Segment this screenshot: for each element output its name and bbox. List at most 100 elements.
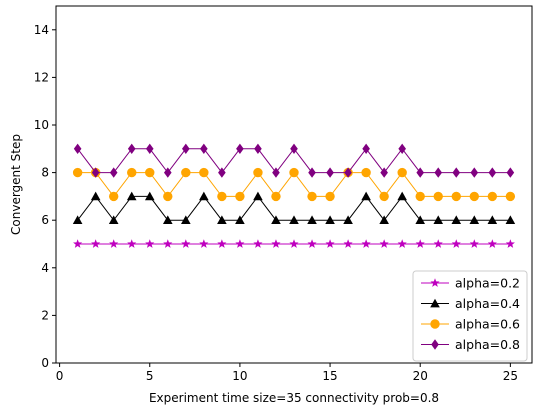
data-point xyxy=(72,215,83,225)
legend: alpha=0.2 alpha=0.4 alpha=0.6 alpha=0.8 xyxy=(412,270,528,362)
data-point xyxy=(379,239,389,248)
data-point xyxy=(182,143,190,154)
legend-label: alpha=0.2 xyxy=(455,276,520,291)
data-point xyxy=(434,167,443,178)
data-point xyxy=(145,239,155,248)
legend-label: alpha=0.8 xyxy=(455,337,520,352)
data-point xyxy=(217,239,227,248)
data-point xyxy=(235,239,245,248)
data-point xyxy=(145,167,155,178)
series-alpha=0.6 xyxy=(72,167,516,202)
data-point xyxy=(469,239,479,248)
data-point xyxy=(290,143,298,154)
data-point xyxy=(362,143,370,154)
x-tick-label: 5 xyxy=(146,369,154,383)
data-point xyxy=(200,143,208,154)
data-point xyxy=(326,167,334,178)
legend-marker xyxy=(431,339,439,350)
data-point xyxy=(451,239,461,248)
data-point xyxy=(73,239,83,248)
data-point xyxy=(361,239,371,248)
data-point xyxy=(397,191,407,201)
data-point xyxy=(289,167,299,178)
data-point xyxy=(253,239,263,248)
data-point xyxy=(487,215,498,225)
data-point xyxy=(199,239,209,248)
data-point xyxy=(505,215,516,225)
data-point xyxy=(380,167,388,178)
data-point xyxy=(271,239,281,248)
data-point xyxy=(487,239,497,248)
data-point xyxy=(307,239,317,248)
x-tick-label: 20 xyxy=(413,369,428,383)
legend-box xyxy=(412,270,528,362)
data-point xyxy=(181,215,191,225)
data-point xyxy=(307,191,317,202)
data-point xyxy=(235,215,245,225)
data-point xyxy=(469,215,480,225)
data-point xyxy=(325,191,335,202)
data-point xyxy=(433,191,443,202)
legend-marker xyxy=(430,278,440,287)
y-tick-label: 14 xyxy=(34,23,49,37)
data-point xyxy=(108,215,119,225)
data-point xyxy=(397,239,407,248)
data-point xyxy=(452,167,461,178)
data-point xyxy=(108,191,119,202)
data-point xyxy=(433,239,443,248)
data-point xyxy=(343,239,353,248)
data-point xyxy=(181,167,191,178)
data-point xyxy=(451,215,462,225)
data-point xyxy=(469,191,480,202)
data-point xyxy=(289,239,299,248)
data-point xyxy=(398,143,406,154)
data-point xyxy=(253,191,263,201)
data-point xyxy=(433,215,444,225)
data-point xyxy=(163,191,173,202)
data-point xyxy=(416,167,425,178)
plot-area xyxy=(72,143,516,248)
data-point xyxy=(217,191,227,202)
data-point xyxy=(91,167,100,178)
data-point xyxy=(271,191,281,202)
data-point xyxy=(308,167,316,178)
legend-item: alpha=0.2 xyxy=(421,276,520,291)
data-point xyxy=(361,167,371,178)
data-point xyxy=(162,215,173,225)
y-tick-label: 2 xyxy=(41,308,49,322)
axes: 0 5 10 15 20 25 0 2 4 6 8 10 12 14 xyxy=(34,5,533,383)
data-point xyxy=(271,215,281,225)
data-point xyxy=(415,215,426,225)
data-point xyxy=(506,167,515,178)
data-point xyxy=(488,167,497,178)
legend-item: alpha=0.6 xyxy=(421,317,520,332)
data-point xyxy=(254,143,262,154)
data-point xyxy=(145,143,154,154)
legend-label: alpha=0.6 xyxy=(455,317,520,332)
legend-item: alpha=0.4 xyxy=(421,296,520,311)
data-point xyxy=(379,215,389,225)
legend-marker xyxy=(430,298,440,308)
data-point xyxy=(236,143,244,154)
data-point xyxy=(144,191,155,201)
data-point xyxy=(379,191,389,202)
data-point xyxy=(397,167,407,178)
x-axis-label: Experiment time size=35 connectivity pro… xyxy=(149,391,439,405)
data-point xyxy=(343,215,353,225)
data-point xyxy=(487,191,498,202)
data-point xyxy=(91,239,101,248)
data-point xyxy=(72,167,83,178)
data-point xyxy=(90,191,101,201)
data-point xyxy=(272,167,280,178)
legend-item: alpha=0.8 xyxy=(421,337,520,352)
data-point xyxy=(470,167,479,178)
legend-label: alpha=0.4 xyxy=(455,296,520,311)
x-tick-label: 15 xyxy=(322,369,337,383)
x-tick-label: 10 xyxy=(232,369,247,383)
y-axis-label: Convergent Step xyxy=(9,134,23,235)
series-alpha=0.4 xyxy=(72,191,516,225)
data-point xyxy=(415,239,425,248)
data-point xyxy=(127,239,137,248)
series-alpha=0.8 xyxy=(73,143,515,178)
